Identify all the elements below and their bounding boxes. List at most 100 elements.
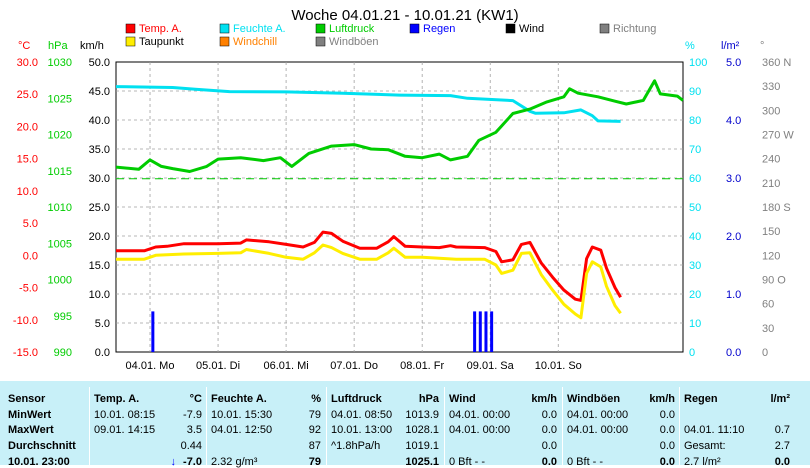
pressure-axis-tick-4: 1010 xyxy=(48,202,72,214)
table-cell-label: ^1.8hPa/h xyxy=(331,440,381,452)
table-cell-label: 10.01. 08:15 xyxy=(94,409,156,421)
rain-axis-tick-3: 2.0 xyxy=(726,231,741,243)
table-cell-label: 04.01. 12:50 xyxy=(211,424,273,436)
legend-label-4: Wind xyxy=(519,23,544,35)
direction-axis-tick-7: 150 xyxy=(762,226,780,238)
legend-swatch-7 xyxy=(219,36,230,47)
column-header: Regen xyxy=(684,393,718,405)
direction-axis-tick-1: 330 xyxy=(762,81,780,93)
table-cell-value: 79 xyxy=(308,409,321,421)
series-line-luftdruck xyxy=(115,79,684,173)
table-cell-label: 09.01. 14:15 xyxy=(94,424,156,436)
temp-axis-tick-0: 30.0 xyxy=(17,57,38,69)
legend-swatch-2 xyxy=(315,23,326,34)
legend-swatch-0 xyxy=(125,23,136,34)
table-cell-value: -7.0 xyxy=(183,456,202,468)
table-cell-value: 2.7 xyxy=(774,440,790,452)
temp-axis-tick-9: -15.0 xyxy=(13,347,38,359)
table-cell-value: 0.0 xyxy=(659,456,675,468)
direction-axis-tick-11: 30 xyxy=(762,323,774,335)
direction-axis-tick-4: 240 xyxy=(762,154,780,166)
table-cell-label: 10.01. 13:00 xyxy=(331,424,393,436)
humidity-axis-tick-9: 10 xyxy=(689,318,701,330)
wind-axis-tick-10: 0.0 xyxy=(95,347,110,359)
x-tick-label-2: 06.01. Mi xyxy=(263,360,308,372)
table-cell-label: 04.01. 08:50 xyxy=(331,409,393,421)
table-cell-value: 79 xyxy=(308,456,321,468)
humidity-axis-label: % xyxy=(685,40,695,52)
humidity-axis-tick-10: 0 xyxy=(689,347,695,359)
pressure-axis-tick-8: 990 xyxy=(54,347,72,359)
x-tick-label-0: 04.01. Mo xyxy=(126,360,175,372)
table-column-3: Wind km/h 04.01. 00:00 0.0 04.01. 00:00 0.0 0.… xyxy=(447,381,559,468)
row-label-max: MaxWert xyxy=(8,424,54,436)
series-line-temp-a- xyxy=(116,230,622,302)
pressure-axis-tick-3: 1015 xyxy=(48,166,72,178)
wind-axis-tick-0: 50.0 xyxy=(89,57,110,69)
direction-axis-tick-5: 210 xyxy=(762,178,780,190)
humidity-axis-tick-3: 70 xyxy=(689,144,701,156)
pressure-axis-tick-7: 995 xyxy=(54,311,72,323)
table-cell-value: 0.7 xyxy=(774,424,790,436)
legend-swatch-6 xyxy=(125,36,136,47)
rain-axis-tick-4: 1.0 xyxy=(726,289,741,301)
temp-axis-label: °C xyxy=(18,40,30,52)
table-cell-value: 3.5 xyxy=(186,424,202,436)
row-label-min: MinWert xyxy=(8,409,52,421)
x-tick-label-3: 07.01. Do xyxy=(330,360,378,372)
table-column-4: Windböen km/h 04.01. 00:00 0.0 04.01. 00:00 0… xyxy=(565,381,677,468)
table-cell-value: 87 xyxy=(308,440,321,452)
humidity-axis-tick-5: 50 xyxy=(689,202,701,214)
table-cell-value: 0.0 xyxy=(659,440,675,452)
table-column-1: Feuchte A.% 10.01. 15:30 79 04.01. 12:50 92 8… xyxy=(209,381,323,468)
legend-label-2: Luftdruck xyxy=(329,23,375,35)
wind-axis-tick-8: 10.0 xyxy=(89,289,110,301)
legend-label-3: Regen xyxy=(423,23,455,35)
temp-axis-tick-3: 15.0 xyxy=(17,154,38,166)
row-label-avg: Durchschnitt xyxy=(8,440,76,452)
column-header: Windböen xyxy=(567,393,621,405)
row-label-current: 10.01. 23:00 xyxy=(8,456,70,468)
humidity-axis-tick-2: 80 xyxy=(689,115,701,127)
wind-axis-tick-3: 35.0 xyxy=(89,144,110,156)
table-cell-value: 1013.9 xyxy=(405,409,439,421)
temp-axis-tick-8: -10.0 xyxy=(13,315,38,327)
x-tick-label-4: 08.01. Fr xyxy=(400,360,444,372)
temp-axis-tick-6: 0.0 xyxy=(23,250,38,262)
legend-label-0: Temp. A. xyxy=(139,23,182,35)
column-header: Feuchte A. xyxy=(211,393,267,405)
direction-axis-tick-0: 360 N xyxy=(762,57,791,69)
table-cell-value: 0.0 xyxy=(541,456,557,468)
direction-axis-tick-2: 300 xyxy=(762,105,780,117)
rain-bar-1 xyxy=(473,311,477,352)
pressure-axis-tick-1: 1025 xyxy=(48,93,72,105)
table-cell-value: 1025.1 xyxy=(405,456,439,468)
table-cell-value: 1028.1 xyxy=(405,424,439,436)
legend-label-6: Taupunkt xyxy=(139,36,184,48)
pressure-axis-tick-2: 1020 xyxy=(48,130,72,142)
direction-axis-label: ° xyxy=(760,40,764,52)
table-cell-value: 0.0 xyxy=(774,456,790,468)
legend-label-7: Windchill xyxy=(233,36,277,48)
column-divider xyxy=(89,387,90,465)
wind-axis-tick-9: 5.0 xyxy=(95,318,110,330)
table-cell-value: 0.0 xyxy=(659,424,675,436)
column-header: Luftdruck xyxy=(331,393,382,405)
pressure-axis-tick-5: 1005 xyxy=(48,238,72,250)
table-cell-label: 0 Bft - - xyxy=(567,456,604,468)
table-cell-value: 0.0 xyxy=(541,424,557,436)
x-tick-label-6: 10.01. So xyxy=(535,360,582,372)
weather-chart: Woche 04.01.21 - 10.01.21 (KW1) Temp. A. F… xyxy=(13,7,794,372)
column-unit: hPa xyxy=(418,393,439,405)
column-unit: % xyxy=(311,393,321,405)
wind-axis-tick-4: 30.0 xyxy=(89,173,110,185)
direction-axis-tick-12: 0 xyxy=(762,347,768,359)
direction-axis-tick-6: 180 S xyxy=(762,202,791,214)
column-divider xyxy=(562,387,563,465)
direction-axis-tick-3: 270 W xyxy=(762,130,794,142)
temp-axis-tick-1: 25.0 xyxy=(17,89,38,101)
column-header: Wind xyxy=(449,393,476,405)
pressure-axis-tick-0: 1030 xyxy=(48,57,72,69)
humidity-axis-tick-6: 40 xyxy=(689,231,701,243)
table-cell-value: -7.9 xyxy=(183,409,202,421)
